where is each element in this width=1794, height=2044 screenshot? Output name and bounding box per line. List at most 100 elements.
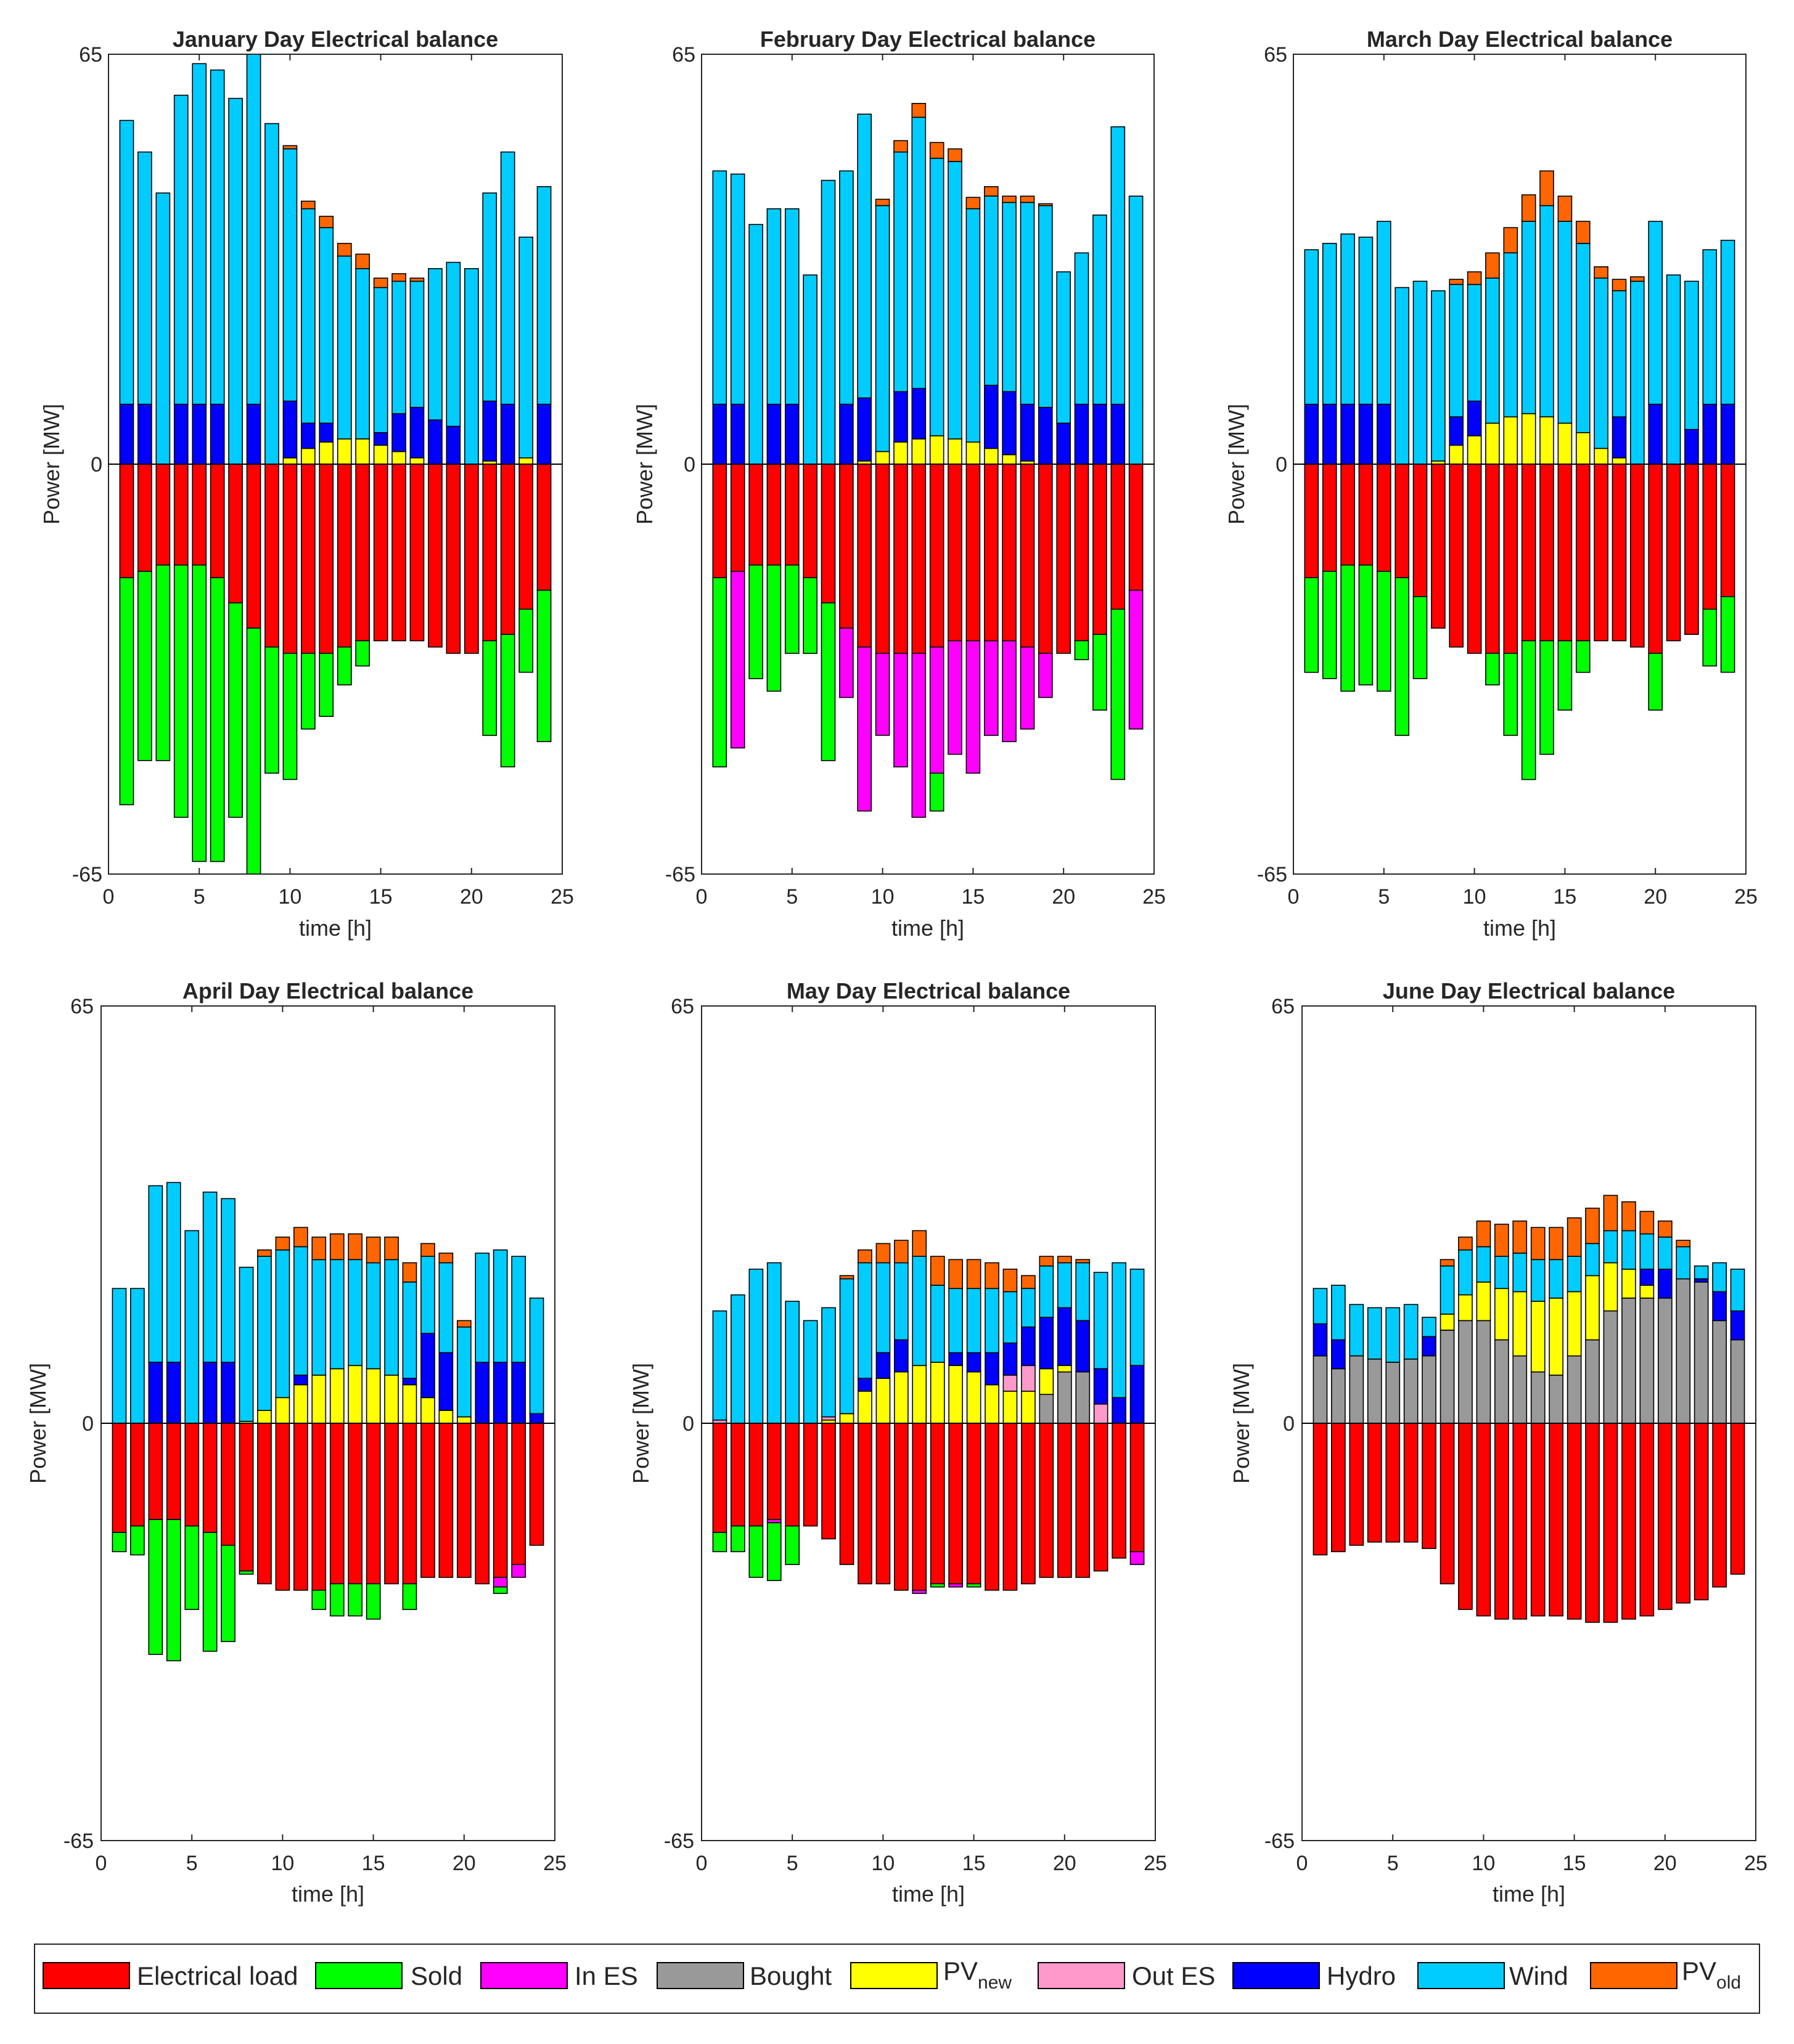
bar-segment-in-es	[875, 653, 890, 736]
bar-segment-wind	[493, 1249, 508, 1363]
ytick-label-top: 65	[1264, 43, 1287, 67]
bar-segment-hydro	[511, 1362, 526, 1424]
legend-label: PVnew	[943, 1956, 1012, 1993]
bar-segment-load	[1576, 464, 1591, 642]
bar-segment-sold	[282, 653, 298, 780]
bar-segment-wind	[748, 1269, 764, 1424]
bar-segment-wind	[293, 1246, 308, 1376]
bar-segment-hydro	[894, 1339, 909, 1373]
bar-segment-pv-new	[839, 1413, 854, 1424]
bar-segment-wind	[1449, 284, 1464, 417]
bar-segment-load	[384, 1423, 399, 1585]
bar-segment-sold	[1539, 640, 1554, 755]
bar-segment-load	[1666, 464, 1681, 642]
bar-segment-wind	[730, 173, 745, 405]
bar-segment-load	[1092, 464, 1107, 636]
legend-swatch-pv-new	[850, 1962, 938, 1989]
bar-segment-load	[1621, 1423, 1636, 1620]
bar-segment-load	[821, 464, 836, 603]
bar-segment-load	[1684, 464, 1699, 636]
bar-segment-wind	[246, 54, 261, 405]
bar-segment-pv-new	[373, 444, 388, 465]
bar-segment-pv-new	[948, 1365, 963, 1424]
bar-segment-hydro	[493, 1362, 508, 1424]
bar-segment-sold	[536, 589, 552, 742]
bar-segment-pv-old	[1639, 1211, 1655, 1235]
ytick-label-top: 65	[79, 43, 102, 67]
bar-segment-wind	[712, 170, 727, 405]
y-axis-label: Power [MW]	[632, 404, 657, 525]
bar-segment-hydro	[1422, 1336, 1436, 1357]
bar-segment-hydro	[409, 407, 425, 459]
panel-title: March Day Electrical balance	[1367, 27, 1673, 52]
bar-segment-load	[1594, 464, 1608, 642]
bar-segment-load	[1057, 1423, 1072, 1578]
bar-segment-load	[1567, 1423, 1582, 1620]
bar-segment-load	[228, 464, 243, 603]
bar-segment-sold	[366, 1583, 381, 1620]
bar-segment-hydro	[536, 403, 552, 465]
bar-segment-pv-old	[366, 1237, 381, 1264]
bar-layer	[1293, 54, 1747, 874]
y-axis-label: Power [MW]	[1229, 1363, 1254, 1484]
bar-segment-hydro	[839, 403, 854, 465]
bar-segment-wind	[166, 1182, 181, 1363]
bar-segment-load	[275, 1423, 290, 1591]
bar-segment-pv-old	[1521, 194, 1536, 222]
bar-segment-wind	[1358, 236, 1374, 405]
legend-swatch-out-es	[1038, 1962, 1125, 1989]
bar-segment-hydro	[1074, 403, 1089, 465]
bar-segment-hydro	[137, 403, 152, 465]
bar-segment-load	[984, 464, 999, 642]
bar-segment-in-es	[839, 628, 854, 698]
bar-segment-pv-old	[1467, 271, 1482, 285]
bar-segment-load	[1358, 464, 1374, 566]
bar-segment-load	[1349, 1423, 1364, 1546]
xtick-label: 0	[1288, 885, 1300, 909]
ytick-label-bottom: -65	[664, 1829, 694, 1853]
xtick-label: 15	[1553, 885, 1576, 909]
bar-segment-wind	[464, 268, 479, 465]
bar-segment-wind	[1322, 243, 1337, 405]
bar-segment-wind	[766, 208, 782, 405]
y-axis-label: Power [MW]	[1224, 404, 1249, 525]
bar-segment-in-es	[857, 646, 872, 812]
bar-segment-wind	[511, 1256, 526, 1363]
bar-segment-sold	[184, 1525, 200, 1610]
bar-segment-wind	[1002, 1291, 1018, 1344]
xtick-label: 15	[362, 1852, 385, 1875]
bar-segment-hydro	[1093, 1368, 1108, 1405]
bar-segment-hydro	[1684, 428, 1699, 465]
bar-segment-wind	[1385, 1307, 1401, 1363]
bar-segment-pv-old	[337, 243, 352, 257]
bar-segment-hydro	[1467, 400, 1482, 436]
bar-segment-hydro	[293, 1375, 308, 1386]
y-axis-label: Power [MW]	[628, 1363, 653, 1484]
bar-segment-hydro	[1304, 403, 1319, 465]
bar-segment-load	[966, 1423, 981, 1585]
bar-segment-wind	[1422, 1317, 1436, 1338]
bar-segment-load	[1395, 464, 1409, 578]
bar-segment-pv-new	[929, 435, 944, 465]
xtick-label: 0	[1296, 1852, 1308, 1875]
xtick-label: 5	[194, 885, 205, 909]
bar-segment-pv-new	[275, 1397, 290, 1424]
ytick-label-zero: 0	[1276, 453, 1287, 476]
bar-segment-wind	[500, 151, 515, 405]
bar-segment-wind	[1485, 277, 1500, 424]
bar-segment-pv-new	[1476, 1282, 1491, 1322]
bar-segment-wind	[366, 1262, 381, 1370]
bar-segment-sold	[264, 646, 279, 774]
bar-segment-wind	[119, 120, 134, 405]
bar-segment-bought	[1349, 1355, 1364, 1424]
bar-segment-wind	[748, 224, 763, 465]
bar-segment-hydro	[1658, 1269, 1673, 1299]
bar-segment-pv-old	[293, 1227, 308, 1248]
bar-segment-wind	[1038, 205, 1053, 408]
bar-segment-load	[1038, 464, 1053, 654]
bar-segment-wind	[1730, 1269, 1745, 1312]
bar-segment-pv-old	[300, 200, 316, 210]
bar-segment-wind	[1020, 202, 1035, 405]
xtick-label: 20	[1052, 885, 1075, 909]
bar-segment-wind	[984, 195, 999, 386]
